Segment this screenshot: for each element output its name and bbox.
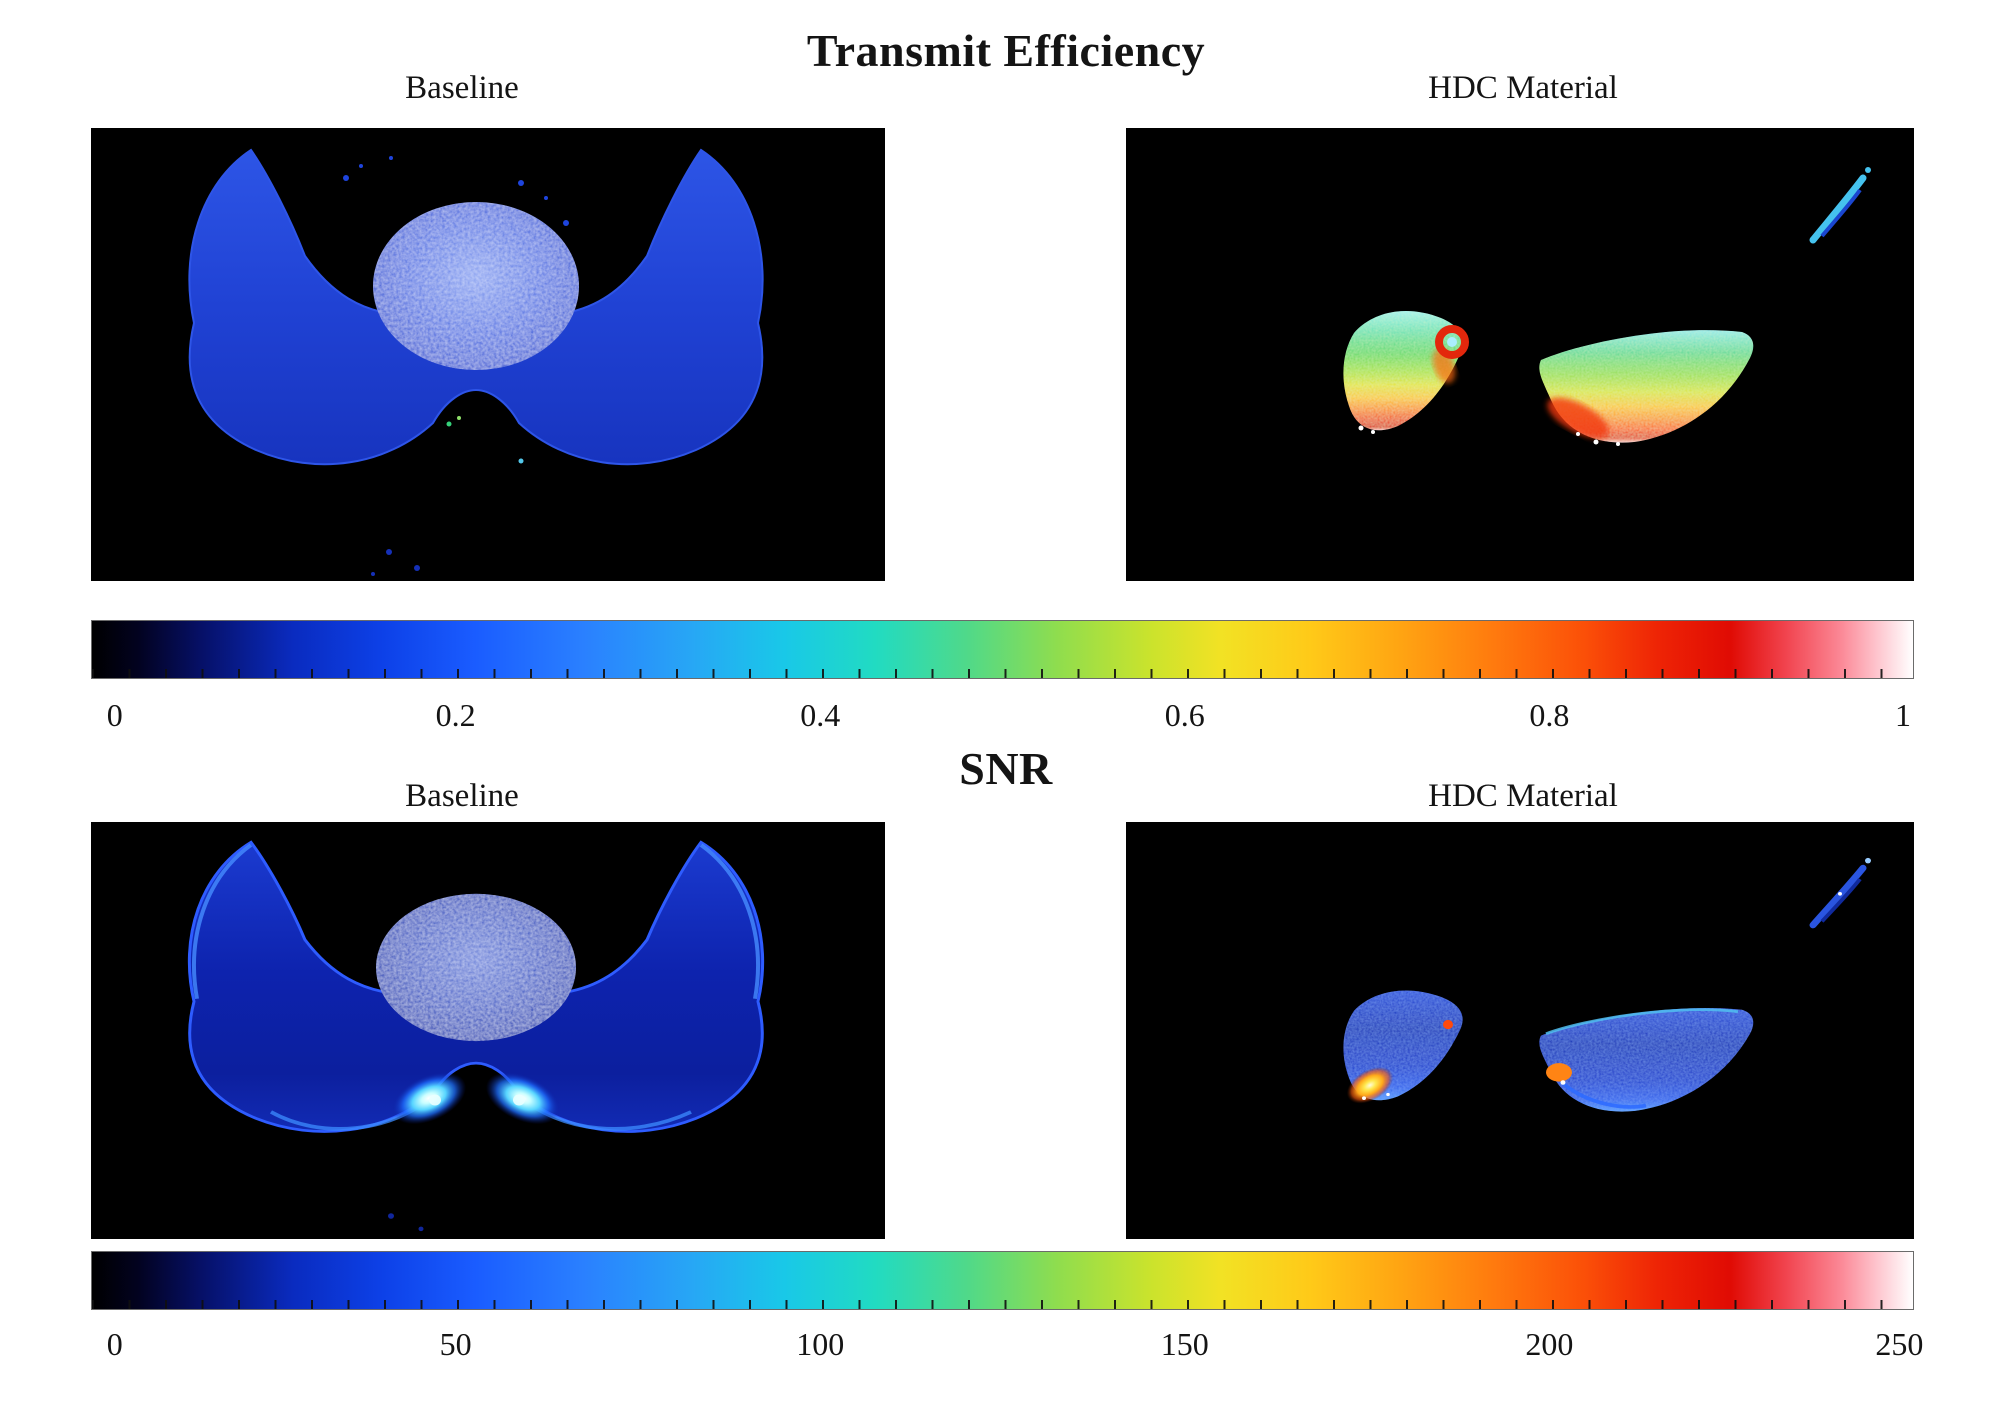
white-specks bbox=[1362, 1080, 1566, 1100]
superior-right-sliver bbox=[1809, 857, 1871, 929]
transmit-colorbar bbox=[91, 620, 1914, 679]
edge-flecks bbox=[446, 416, 524, 464]
inferior-specks bbox=[371, 549, 420, 576]
colorbar-tick-label: 250 bbox=[1875, 1326, 1924, 1362]
scatter-specks bbox=[343, 156, 569, 226]
transmit-hdc-label: HDC Material bbox=[1428, 70, 1618, 106]
transmit-baseline-label: Baseline bbox=[405, 70, 519, 106]
right-crescent-cyan-edge bbox=[1545, 1008, 1739, 1036]
white-specks bbox=[1358, 425, 1620, 446]
right-crescent-red-rim bbox=[1547, 397, 1609, 439]
colorbar-tick-label: 0.6 bbox=[1164, 697, 1205, 733]
snr-hdc-map-image bbox=[1126, 822, 1914, 1239]
snr-colorbar bbox=[91, 1251, 1914, 1310]
colorbar-tick-label: 0.8 bbox=[1529, 697, 1570, 733]
inferior-specks bbox=[388, 1213, 424, 1232]
mediastinum-blob bbox=[376, 893, 576, 1042]
superior-right-sliver bbox=[1809, 167, 1871, 244]
left-arm-bright-edge bbox=[192, 843, 253, 1000]
transmit-hdc-map-image bbox=[1126, 128, 1914, 581]
colorbar-tick-label: 150 bbox=[1160, 1326, 1209, 1362]
left-crescent-red-ring bbox=[1435, 325, 1469, 359]
snr-title: SNR bbox=[959, 743, 1053, 794]
colorbar-tick-label: 100 bbox=[796, 1326, 845, 1362]
snr-baseline-label: Baseline bbox=[405, 778, 519, 814]
colorbar-tick-label: 1 bbox=[1895, 697, 1912, 733]
hotspot-core bbox=[429, 1094, 441, 1106]
colorbar-tick-label: 0 bbox=[106, 1326, 123, 1362]
colorbar-tick-label: 50 bbox=[439, 1326, 472, 1362]
transmit-efficiency-title: Transmit Efficiency bbox=[806, 25, 1206, 76]
colorbar-gradient bbox=[92, 621, 1913, 678]
colorbar-tick-label: 200 bbox=[1525, 1326, 1574, 1362]
snr-hdc-label: HDC Material bbox=[1428, 778, 1618, 814]
colorbar-tick-label: 0.2 bbox=[435, 697, 476, 733]
right-breast-crescent bbox=[1539, 1008, 1754, 1112]
colorbar-tick-label: 0.4 bbox=[800, 697, 841, 733]
right-crescent-orange-spot bbox=[1546, 1063, 1572, 1082]
left-crescent-yellow-hotspot bbox=[1346, 1066, 1394, 1104]
ring-core bbox=[1447, 337, 1457, 347]
transmit-colorbar-labels: 0 0.2 0.4 0.6 0.8 1 bbox=[91, 697, 1914, 739]
colorbar-minor-ticks bbox=[92, 1300, 1913, 1309]
left-snr-hotspot bbox=[391, 1072, 467, 1125]
colorbar-minor-ticks bbox=[92, 669, 1913, 678]
hotspot-core bbox=[513, 1094, 525, 1106]
right-arm-bright-edge bbox=[699, 843, 760, 1000]
left-breast-crescent bbox=[1343, 310, 1463, 431]
transmit-baseline-map-image bbox=[91, 128, 885, 581]
left-crescent-red-dot bbox=[1443, 1019, 1453, 1030]
snr-colorbar-labels: 0 50 100 150 200 250 bbox=[91, 1326, 1924, 1368]
colorbar-gradient bbox=[92, 1252, 1913, 1309]
colorbar-tick-label: 0 bbox=[106, 697, 123, 733]
mediastinum-blob bbox=[373, 202, 579, 370]
snr-baseline-map-image bbox=[91, 822, 885, 1239]
